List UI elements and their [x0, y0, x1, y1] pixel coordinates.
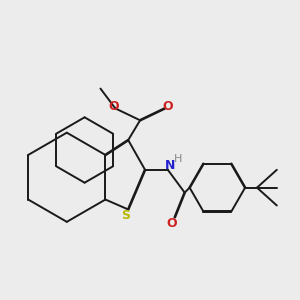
Text: S: S	[121, 209, 130, 223]
Text: O: O	[166, 217, 176, 230]
Text: O: O	[109, 100, 119, 112]
Text: N: N	[165, 159, 175, 172]
Text: O: O	[163, 100, 173, 112]
Text: H: H	[174, 154, 182, 164]
